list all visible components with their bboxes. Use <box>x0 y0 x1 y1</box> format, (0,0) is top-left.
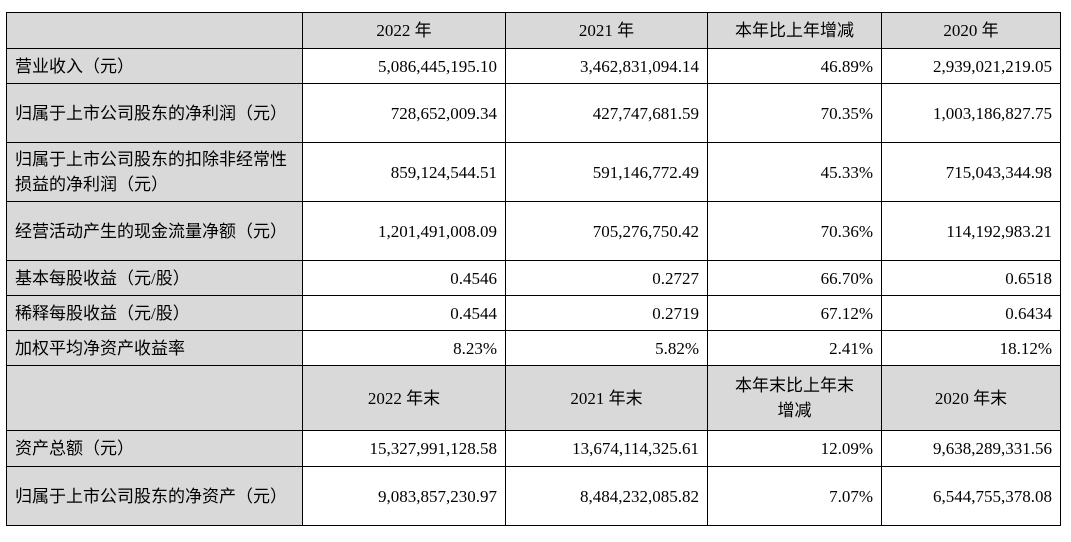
column-header: 2021 年 <box>505 12 708 49</box>
financial-summary-table: 2022 年 2021 年 本年比上年增减 2020 年 营业收入（元） 5,0… <box>6 12 1061 526</box>
value-cell: 8,484,232,085.82 <box>505 466 708 526</box>
table-row: 稀释每股收益（元/股） 0.4544 0.2719 67.12% 0.6434 <box>6 295 1061 331</box>
table-row: 归属于上市公司股东的净资产（元） 9,083,857,230.97 8,484,… <box>6 466 1061 526</box>
value-cell: 5.82% <box>505 330 708 366</box>
value-cell: 715,043,344.98 <box>881 142 1061 202</box>
column-header: 2020 年 <box>881 12 1061 49</box>
value-cell: 5,086,445,195.10 <box>302 48 506 84</box>
value-cell: 3,462,831,094.14 <box>505 48 708 84</box>
value-cell: 7.07% <box>707 466 882 526</box>
row-label: 基本每股收益（元/股） <box>6 260 303 296</box>
column-header: 2021 年末 <box>505 365 708 431</box>
value-cell: 13,674,114,325.61 <box>505 430 708 467</box>
header-corner-cell <box>6 365 303 431</box>
table-row: 基本每股收益（元/股） 0.4546 0.2727 66.70% 0.6518 <box>6 260 1061 296</box>
column-header: 2022 年 <box>302 12 506 49</box>
value-cell: 2.41% <box>707 330 882 366</box>
row-label: 归属于上市公司股东的扣除非经常性损益的净利润（元） <box>6 142 303 202</box>
value-cell: 0.6518 <box>881 260 1061 296</box>
row-label: 归属于上市公司股东的净利润（元） <box>6 83 303 143</box>
value-cell: 46.89% <box>707 48 882 84</box>
value-cell: 70.36% <box>707 201 882 261</box>
column-header: 本年比上年增减 <box>707 12 882 49</box>
value-cell: 67.12% <box>707 295 882 331</box>
row-label: 稀释每股收益（元/股） <box>6 295 303 331</box>
column-header: 2020 年末 <box>881 365 1061 431</box>
value-cell: 0.4544 <box>302 295 506 331</box>
row-label: 资产总额（元） <box>6 430 303 467</box>
value-cell: 0.6434 <box>881 295 1061 331</box>
value-cell: 591,146,772.49 <box>505 142 708 202</box>
table-row: 归属于上市公司股东的扣除非经常性损益的净利润（元） 859,124,544.51… <box>6 142 1061 202</box>
value-cell: 114,192,983.21 <box>881 201 1061 261</box>
value-cell: 70.35% <box>707 83 882 143</box>
value-cell: 0.2727 <box>505 260 708 296</box>
value-cell: 45.33% <box>707 142 882 202</box>
value-cell: 15,327,991,128.58 <box>302 430 506 467</box>
value-cell: 9,638,289,331.56 <box>881 430 1061 467</box>
value-cell: 6,544,755,378.08 <box>881 466 1061 526</box>
value-cell: 1,201,491,008.09 <box>302 201 506 261</box>
value-cell: 12.09% <box>707 430 882 467</box>
table-row: 加权平均净资产收益率 8.23% 5.82% 2.41% 18.12% <box>6 330 1061 366</box>
value-cell: 2,939,021,219.05 <box>881 48 1061 84</box>
value-cell: 1,003,186,827.75 <box>881 83 1061 143</box>
row-label: 营业收入（元） <box>6 48 303 84</box>
value-cell: 859,124,544.51 <box>302 142 506 202</box>
value-cell: 0.4546 <box>302 260 506 296</box>
value-cell: 18.12% <box>881 330 1061 366</box>
table-row: 资产总额（元） 15,327,991,128.58 13,674,114,325… <box>6 430 1061 467</box>
value-cell: 9,083,857,230.97 <box>302 466 506 526</box>
value-cell: 66.70% <box>707 260 882 296</box>
table-header-row: 2022 年末 2021 年末 本年末比上年末增减 2020 年末 <box>6 365 1061 431</box>
column-header: 本年末比上年末增减 <box>707 365 882 431</box>
table-row: 归属于上市公司股东的净利润（元） 728,652,009.34 427,747,… <box>6 83 1061 143</box>
value-cell: 728,652,009.34 <box>302 83 506 143</box>
value-cell: 705,276,750.42 <box>505 201 708 261</box>
table-row: 营业收入（元） 5,086,445,195.10 3,462,831,094.1… <box>6 48 1061 84</box>
table-row: 经营活动产生的现金流量净额（元） 1,201,491,008.09 705,27… <box>6 201 1061 261</box>
row-label: 加权平均净资产收益率 <box>6 330 303 366</box>
value-cell: 427,747,681.59 <box>505 83 708 143</box>
row-label: 归属于上市公司股东的净资产（元） <box>6 466 303 526</box>
row-label: 经营活动产生的现金流量净额（元） <box>6 201 303 261</box>
table-header-row: 2022 年 2021 年 本年比上年增减 2020 年 <box>6 12 1061 49</box>
header-corner-cell <box>6 12 303 49</box>
value-cell: 8.23% <box>302 330 506 366</box>
column-header: 2022 年末 <box>302 365 506 431</box>
value-cell: 0.2719 <box>505 295 708 331</box>
